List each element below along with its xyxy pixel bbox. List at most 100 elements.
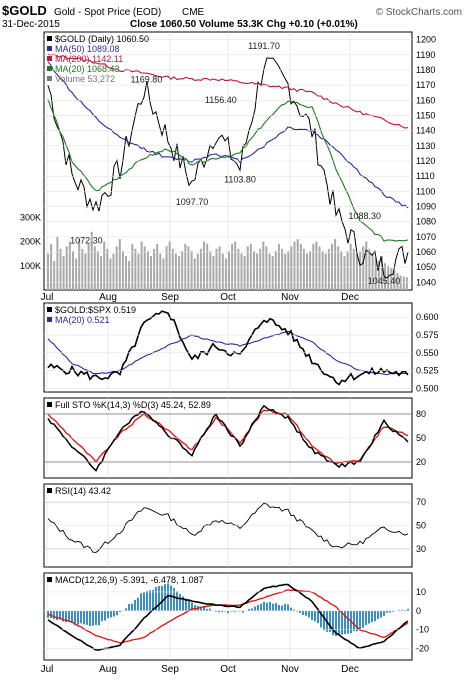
macd-hist-bar <box>260 603 262 611</box>
macd-hist-bar <box>263 601 265 611</box>
macd-hist-bar <box>104 610 106 621</box>
price-tick-label: 1070 <box>416 232 436 242</box>
macd-hist-bar <box>323 610 325 631</box>
legend-label: MACD(12,26,9) -5.391, -6.478, 1.087 <box>55 575 204 585</box>
macd-hist-bar <box>74 610 76 626</box>
x-tick-label: Sep <box>161 664 179 675</box>
macd-hist-bar <box>233 610 235 612</box>
macd-hist-bar <box>209 608 211 611</box>
macd-hist-bar <box>227 610 229 614</box>
volume-bar <box>171 248 174 290</box>
macd-hist-bar <box>203 606 205 611</box>
x-tick-label: Jul <box>41 292 54 303</box>
series-line-1 <box>47 61 409 209</box>
volume-bar <box>259 248 262 290</box>
legend-swatch <box>47 577 52 582</box>
volume-bar <box>159 253 162 290</box>
volume-bar <box>203 241 205 290</box>
volume-bar <box>268 253 271 290</box>
macd-hist-bar <box>281 605 283 611</box>
price-annotation: 1097.70 <box>176 197 209 207</box>
price-stats: Close 1060.50 Volume 53.3K Chg +0.10 (+0… <box>130 19 358 30</box>
macd-hist-bar <box>368 610 370 624</box>
macd-tick-label: -10 <box>416 625 429 635</box>
macd-hist-bar <box>308 610 310 618</box>
macd-hist-bar <box>329 610 331 632</box>
macd-hist-bar <box>248 609 250 611</box>
legend-label: MA(20) 1068.43 <box>55 64 120 74</box>
volume-bar <box>240 253 243 290</box>
x-axis-top: Jul Aug Sep Oct Nov Dec <box>41 292 359 303</box>
series-line-0 <box>47 57 409 279</box>
panel-frames <box>43 31 413 661</box>
volume-bar <box>134 248 137 290</box>
volume-bar <box>293 241 296 290</box>
ratio-line <box>47 310 409 386</box>
volume-bar <box>59 248 62 290</box>
ticker-symbol: $GOLD <box>2 3 47 18</box>
macd-hist-bar <box>140 593 142 611</box>
legend-swatch <box>47 66 52 71</box>
price-tick-label: 1060 <box>416 247 436 257</box>
volume-bar <box>405 277 408 290</box>
volume-axis-ticks: 100K 200K 300K <box>20 212 41 270</box>
volume-bar <box>209 251 212 290</box>
legend-swatch <box>47 36 52 41</box>
volume-bar <box>215 248 218 290</box>
macd-hist-bar <box>95 610 97 625</box>
volume-bar <box>228 251 230 290</box>
macd-hist-bar <box>251 608 253 611</box>
macd-hist-bar <box>53 610 55 620</box>
macd-signal-line <box>47 589 409 644</box>
macd-hist-bar <box>404 610 406 611</box>
ratio-tick-label: 0.525 <box>416 366 439 376</box>
macd-hist-bar <box>62 610 64 622</box>
macd-hist-bar <box>107 610 109 618</box>
macd-hist-bar <box>179 593 181 611</box>
volume-bar <box>96 251 99 290</box>
volume-bar <box>324 253 327 290</box>
ratio-ma-line <box>47 330 408 376</box>
macd-hist-bar <box>191 602 193 611</box>
legend-label: Full STO %K(14,3) %D(3) 45.24, 52.89 <box>55 400 211 410</box>
legend-swatch <box>47 317 52 322</box>
volume-tick-label: 300K <box>20 212 41 222</box>
macd-hist-bar <box>149 590 151 611</box>
macd-hist-bar <box>257 604 259 611</box>
sto-tick-label: 20 <box>416 457 426 467</box>
ratio-tick-label: 0.500 <box>416 383 439 393</box>
volume-bar <box>393 270 396 290</box>
volume-bar <box>193 258 196 290</box>
volume-bar <box>53 260 56 290</box>
volume-bar <box>181 251 184 290</box>
macd-hist-bar <box>239 610 241 612</box>
legend-swatch <box>47 76 52 81</box>
volume-bar <box>387 265 390 290</box>
price-tick-label: 1140 <box>416 126 435 136</box>
price-tick-label: 1130 <box>416 141 435 151</box>
sto-tick-label: 50 <box>416 433 426 443</box>
x-tick-label: Aug <box>99 664 117 675</box>
volume-tick-label: 100K <box>20 261 41 271</box>
price-tick-label: 1110 <box>416 171 435 181</box>
macd-hist-bar <box>158 586 160 611</box>
macd-line <box>47 583 409 651</box>
macd-panel: -20 -10 0 10 MACD(12,26,9) -5.391, -6.478, 1… <box>44 575 429 654</box>
x-axis-bottom: Jul Aug Sep Oct Nov Dec <box>41 664 359 675</box>
volume-bar <box>368 248 371 290</box>
rsi-tick-label: 70 <box>416 497 426 507</box>
volume-bar <box>115 246 118 290</box>
volume-bar <box>337 246 340 290</box>
ratio-tick-label: 0.575 <box>416 330 439 340</box>
macd-hist-bar <box>125 608 127 611</box>
volume-bar <box>221 253 224 290</box>
macd-hist-bar <box>134 599 136 611</box>
volume-bar <box>380 256 383 290</box>
exchange-label: CME <box>182 7 205 18</box>
x-tick-label: Nov <box>281 664 299 675</box>
volume-bar <box>165 246 168 290</box>
x-tick-label: Jul <box>41 664 54 675</box>
price-annotation: 1156.40 <box>205 95 237 105</box>
macd-hist-bar <box>362 610 364 628</box>
